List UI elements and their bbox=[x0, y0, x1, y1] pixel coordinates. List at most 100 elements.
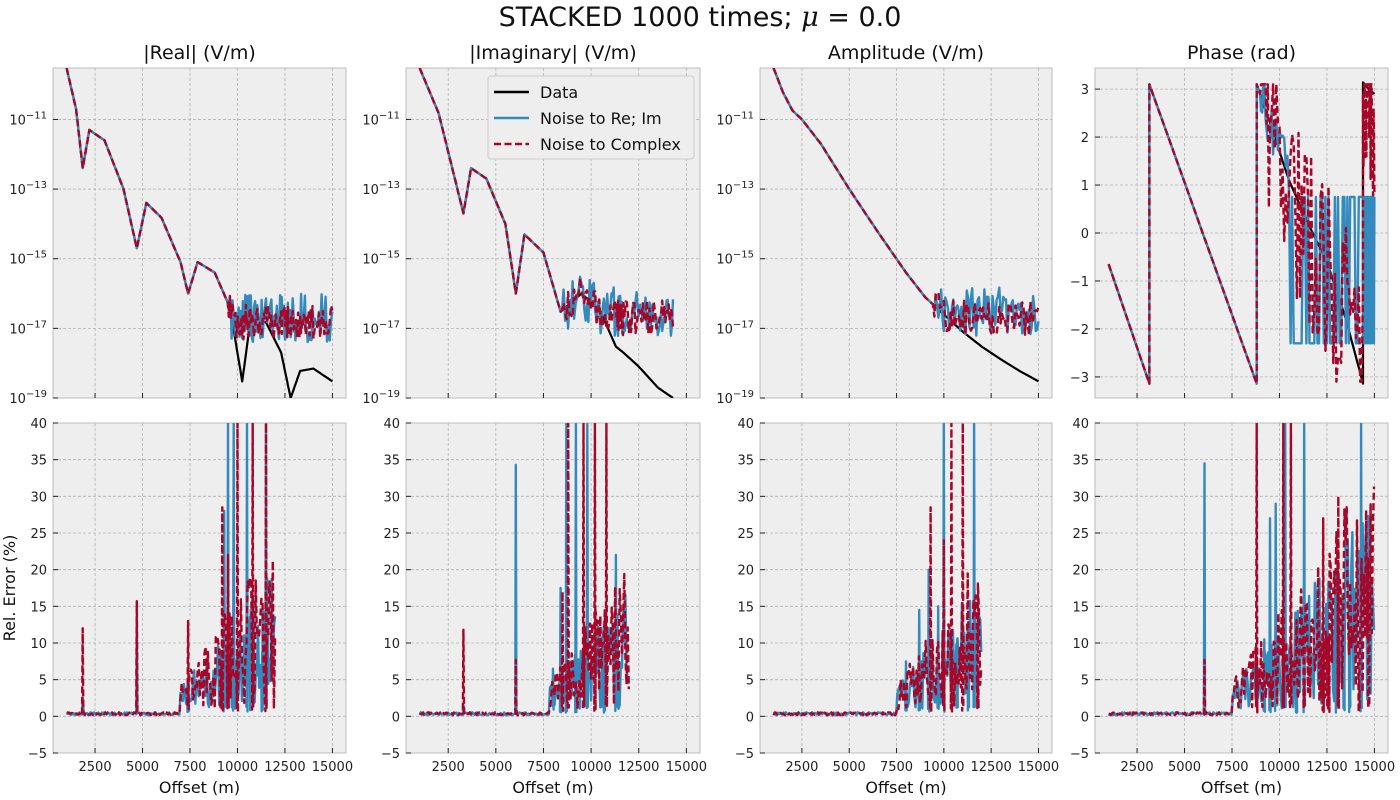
y-tick-label: 20 bbox=[737, 564, 754, 579]
suptitle-value: = 0.0 bbox=[818, 2, 902, 33]
subplot-err-phase: 2500 5000 7500 10000 12500 15000 40 35 30 25 20 15 1… bbox=[1070, 417, 1395, 797]
y-tick-label: −5 bbox=[28, 747, 47, 762]
y-tick-label: 10−19 bbox=[9, 389, 47, 407]
subplot-err-imag: 2500 5000 7500 10000 12500 15000 40 35 30 25 20 15 1… bbox=[381, 417, 707, 797]
x-tick-label: 12500 bbox=[970, 760, 1011, 775]
plot-area bbox=[65, 423, 277, 717]
y-tick-label: 20 bbox=[383, 564, 400, 579]
y-tick-label: 35 bbox=[1072, 454, 1089, 469]
suptitle-mu-symbol: μ bbox=[801, 2, 819, 33]
legend-frame bbox=[487, 75, 695, 160]
plot-area bbox=[65, 68, 334, 398]
series-noise-complex-line bbox=[66, 423, 277, 717]
x-tick-label: 12500 bbox=[618, 760, 659, 775]
subplot-title: Phase (rad) bbox=[1187, 42, 1296, 64]
x-tick-label: 2500 bbox=[79, 760, 112, 775]
y-tick-label: 40 bbox=[1072, 417, 1089, 432]
y-tick-label: 0 bbox=[1081, 227, 1089, 242]
y-tick-label: 10−15 bbox=[716, 250, 754, 268]
y-tick-label: 10−13 bbox=[9, 180, 47, 198]
y-tick-label: 10−19 bbox=[716, 389, 754, 407]
y-tick-label: 40 bbox=[383, 417, 400, 432]
subplot-title: |Real| (V/m) bbox=[143, 42, 256, 64]
x-tick-label: 10000 bbox=[570, 760, 611, 775]
legend: Data Noise to Re; Im Noise to Complex bbox=[487, 75, 695, 160]
x-axis-label: Offset (m) bbox=[159, 778, 240, 797]
plot-area bbox=[1107, 81, 1376, 385]
plot-area bbox=[1107, 423, 1376, 717]
y-tick-label: 1 bbox=[1081, 179, 1089, 194]
x-tick-label: 10000 bbox=[923, 760, 964, 775]
y-tick-label: 0 bbox=[1081, 710, 1089, 725]
x-tick-label: 7500 bbox=[173, 760, 206, 775]
y-tick-label: 20 bbox=[30, 564, 47, 579]
y-tick-label: 15 bbox=[30, 600, 47, 615]
y-tick-label: 2 bbox=[1081, 131, 1089, 146]
y-tick-label: 10−15 bbox=[9, 250, 47, 268]
x-tick-label: 5000 bbox=[479, 760, 512, 775]
y-tick-label: 15 bbox=[383, 600, 400, 615]
x-tick-label: 15000 bbox=[1354, 760, 1395, 775]
legend-label: Noise to Complex bbox=[540, 135, 681, 154]
y-tick-label: 10 bbox=[737, 637, 754, 652]
y-tick-label: −2 bbox=[1070, 323, 1089, 338]
legend-label: Data bbox=[540, 83, 578, 102]
y-tick-label: 15 bbox=[737, 600, 754, 615]
x-tick-label: 10000 bbox=[217, 760, 258, 775]
subplot-amplitude: 10−11 10−13 10−15 10−17 10−19 Amplitude (V/m) bbox=[716, 42, 1053, 407]
y-tick-label: 10−17 bbox=[716, 319, 754, 337]
subplot-err-real: 2500 5000 7500 10000 12500 15000 40 35 30 25 20 15 1… bbox=[0, 417, 353, 797]
x-tick-label: 12500 bbox=[1306, 760, 1347, 775]
plot-area bbox=[418, 68, 675, 398]
x-tick-label: 2500 bbox=[1121, 760, 1154, 775]
y-tick-label: 10−13 bbox=[716, 180, 754, 198]
plot-area bbox=[418, 423, 630, 717]
y-tick-label: 0 bbox=[392, 710, 400, 725]
plot-area bbox=[772, 68, 1040, 383]
y-tick-label: −5 bbox=[381, 747, 400, 762]
y-tick-label: 20 bbox=[1072, 564, 1089, 579]
x-tick-label: 10000 bbox=[1259, 760, 1300, 775]
x-tick-label: 2500 bbox=[432, 760, 465, 775]
axes-background bbox=[759, 67, 1053, 399]
y-axis-label: Rel. Error (%) bbox=[0, 535, 19, 642]
subplot-real: 10−11 10−13 10−15 10−17 10−19 |Real| (V/m) bbox=[9, 42, 347, 407]
x-tick-label: 7500 bbox=[527, 760, 560, 775]
y-tick-label: 10−17 bbox=[362, 319, 400, 337]
y-tick-label: −5 bbox=[1070, 747, 1089, 762]
subplot-err-amplitude: 2500 5000 7500 10000 12500 15000 40 35 30 25 20 15 1… bbox=[735, 417, 1059, 797]
series-noise-complex-line bbox=[772, 68, 1040, 337]
series-noise-complex-line bbox=[772, 423, 983, 717]
y-tick-label: 40 bbox=[737, 417, 754, 432]
x-axis-label: Offset (m) bbox=[1201, 778, 1282, 797]
y-tick-label: 30 bbox=[737, 490, 754, 505]
x-tick-label: 5000 bbox=[833, 760, 866, 775]
y-tick-label: 30 bbox=[383, 490, 400, 505]
subplot-phase: 3 2 1 0 −1 −2 −3 Phase (rad) bbox=[1070, 42, 1389, 399]
series-noise-complex-line bbox=[1108, 423, 1376, 717]
y-tick-label: 10−13 bbox=[362, 180, 400, 198]
y-tick-label: 0 bbox=[746, 710, 754, 725]
x-tick-label: 15000 bbox=[312, 760, 353, 775]
x-tick-label: 5000 bbox=[126, 760, 159, 775]
y-tick-label: −1 bbox=[1070, 275, 1089, 290]
x-tick-label: 15000 bbox=[1018, 760, 1059, 775]
y-tick-label: 25 bbox=[1072, 527, 1089, 542]
series-noise-complex-line bbox=[1107, 83, 1376, 385]
y-tick-label: −5 bbox=[735, 747, 754, 762]
y-tick-label: 10 bbox=[1072, 637, 1089, 652]
x-tick-label: 7500 bbox=[1215, 760, 1248, 775]
x-tick-label: 12500 bbox=[264, 760, 305, 775]
x-tick-label: 15000 bbox=[666, 760, 707, 775]
x-axis-label: Offset (m) bbox=[865, 778, 946, 797]
y-tick-label: 3 bbox=[1081, 83, 1089, 98]
y-tick-label: 10−17 bbox=[9, 319, 47, 337]
y-tick-label: 5 bbox=[746, 674, 754, 689]
y-tick-label: 30 bbox=[1072, 490, 1089, 505]
y-tick-label: 5 bbox=[392, 674, 400, 689]
series-noise-complex-line bbox=[418, 68, 675, 337]
y-tick-label: 10−11 bbox=[362, 110, 400, 128]
y-tick-label: 10−11 bbox=[9, 110, 47, 128]
subplot-title: |Imaginary| (V/m) bbox=[469, 42, 636, 64]
